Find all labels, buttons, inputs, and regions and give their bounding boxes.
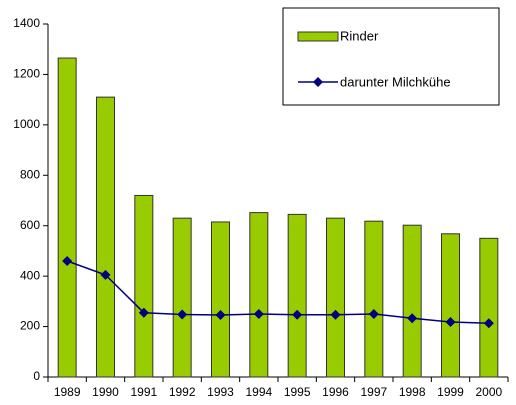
x-tick-label: 1995 bbox=[284, 385, 311, 399]
x-tick-label: 1990 bbox=[92, 385, 119, 399]
bar bbox=[211, 221, 230, 378]
y-tick-label: 0 bbox=[33, 369, 40, 383]
x-tick-label: 1999 bbox=[437, 385, 464, 399]
legend-box bbox=[282, 7, 500, 106]
y-tick-label: 200 bbox=[20, 319, 40, 333]
x-tick-label: 1996 bbox=[322, 385, 349, 399]
y-tick-label: 1200 bbox=[13, 67, 40, 81]
marker bbox=[253, 308, 264, 319]
bar bbox=[96, 96, 115, 378]
marker bbox=[215, 309, 226, 320]
bar bbox=[402, 224, 422, 378]
marker bbox=[62, 256, 73, 267]
x-tick-label: 1992 bbox=[169, 385, 196, 399]
y-tick-label: 400 bbox=[20, 268, 40, 282]
marker bbox=[138, 307, 149, 318]
bar bbox=[364, 220, 384, 378]
legend-marker bbox=[313, 77, 323, 87]
bar bbox=[326, 217, 345, 378]
x-tick-label: 1994 bbox=[245, 385, 272, 399]
bar bbox=[57, 57, 77, 378]
x-tick-label: 1989 bbox=[54, 385, 81, 399]
bar bbox=[249, 212, 269, 378]
x-tick-label: 1997 bbox=[360, 385, 387, 399]
bar bbox=[172, 217, 192, 378]
bar bbox=[479, 237, 499, 378]
legend-label: darunter Milchkühe bbox=[340, 74, 451, 89]
marker bbox=[407, 313, 418, 324]
y-tick-label: 600 bbox=[20, 218, 40, 232]
y-tick-label: 1000 bbox=[13, 117, 40, 131]
marker bbox=[483, 318, 494, 329]
line bbox=[66, 260, 489, 325]
marker bbox=[445, 317, 456, 328]
x-tick-label: 2000 bbox=[475, 385, 502, 399]
marker bbox=[330, 309, 341, 320]
bar bbox=[287, 213, 307, 378]
marker bbox=[368, 308, 379, 319]
legend-swatch bbox=[297, 31, 339, 42]
bar bbox=[134, 194, 154, 378]
marker bbox=[100, 269, 111, 280]
x-tick-label: 1991 bbox=[130, 385, 157, 399]
y-tick-label: 800 bbox=[20, 167, 40, 181]
marker bbox=[177, 309, 188, 320]
x-tick-label: 1993 bbox=[207, 385, 234, 399]
x-tick-label: 1998 bbox=[399, 385, 426, 399]
legend-label: Rinder bbox=[340, 28, 379, 43]
marker bbox=[292, 309, 303, 320]
bar bbox=[441, 233, 460, 378]
y-tick-label: 1400 bbox=[13, 16, 40, 30]
